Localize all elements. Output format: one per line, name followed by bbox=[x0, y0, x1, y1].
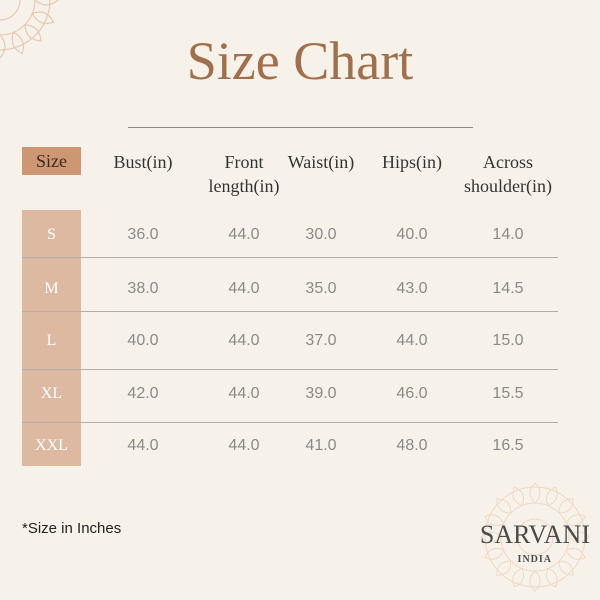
cell-waist: 30.0 bbox=[305, 226, 337, 243]
header-front-line1: Front bbox=[224, 152, 264, 172]
cell-bust: 36.0 bbox=[127, 226, 159, 243]
cell-shoulder: 15.0 bbox=[492, 332, 524, 349]
cell-front: 44.0 bbox=[228, 385, 260, 402]
cell-front: 44.0 bbox=[228, 280, 260, 297]
header-across-line1: Across bbox=[482, 152, 533, 172]
cell-front: 44.0 bbox=[228, 437, 260, 454]
brand-logo-name: SARVANI bbox=[479, 520, 590, 549]
header-front-line2: length(in) bbox=[208, 176, 280, 196]
header-across-line2: shoulder(in) bbox=[464, 176, 552, 196]
cell-hips: 48.0 bbox=[396, 437, 428, 454]
cell-waist: 41.0 bbox=[305, 437, 337, 454]
cell-bust: 44.0 bbox=[127, 437, 159, 454]
cell-bust: 40.0 bbox=[127, 332, 159, 349]
header-hips: Hips(in) bbox=[382, 152, 442, 172]
cell-shoulder: 14.5 bbox=[492, 280, 524, 297]
brand-logo-sub: INDIA bbox=[517, 554, 552, 565]
cell-hips: 43.0 bbox=[396, 280, 428, 297]
cell-hips: 46.0 bbox=[396, 385, 428, 402]
header-bust: Bust(in) bbox=[113, 152, 173, 172]
cell-front: 44.0 bbox=[228, 332, 260, 349]
logo-mandala-icon bbox=[480, 482, 590, 592]
cell-bust: 38.0 bbox=[127, 280, 159, 297]
size-column-band bbox=[22, 210, 81, 466]
page-title: Size Chart bbox=[186, 31, 414, 91]
cell-shoulder: 15.5 bbox=[492, 385, 524, 402]
cell-hips: 40.0 bbox=[396, 226, 428, 243]
cell-shoulder: 16.5 bbox=[492, 437, 524, 454]
header-front-length: Front length(in) bbox=[209, 150, 280, 198]
cell-waist: 37.0 bbox=[305, 332, 337, 349]
size-label: S bbox=[47, 226, 56, 243]
cell-shoulder: 14.0 bbox=[492, 226, 524, 243]
cell-waist: 35.0 bbox=[305, 280, 337, 297]
size-label: XL bbox=[40, 385, 63, 402]
row-divider bbox=[22, 422, 558, 423]
footnote: *Size in Inches bbox=[22, 520, 122, 537]
row-divider bbox=[22, 369, 558, 370]
row-divider bbox=[22, 311, 558, 312]
cell-hips: 44.0 bbox=[396, 332, 428, 349]
size-label: XXL bbox=[35, 437, 68, 454]
header-size: Size bbox=[22, 147, 81, 175]
cell-front: 44.0 bbox=[228, 226, 260, 243]
size-label: L bbox=[46, 332, 57, 349]
header-across-shoulder: Across shoulder(in) bbox=[464, 150, 552, 198]
cell-waist: 39.0 bbox=[305, 385, 337, 402]
row-divider bbox=[22, 257, 558, 258]
size-label: M bbox=[44, 280, 59, 297]
header-waist: Waist(in) bbox=[287, 152, 355, 172]
title-divider bbox=[128, 127, 473, 128]
mandala-decoration-icon bbox=[0, 0, 59, 59]
cell-bust: 42.0 bbox=[127, 385, 159, 402]
